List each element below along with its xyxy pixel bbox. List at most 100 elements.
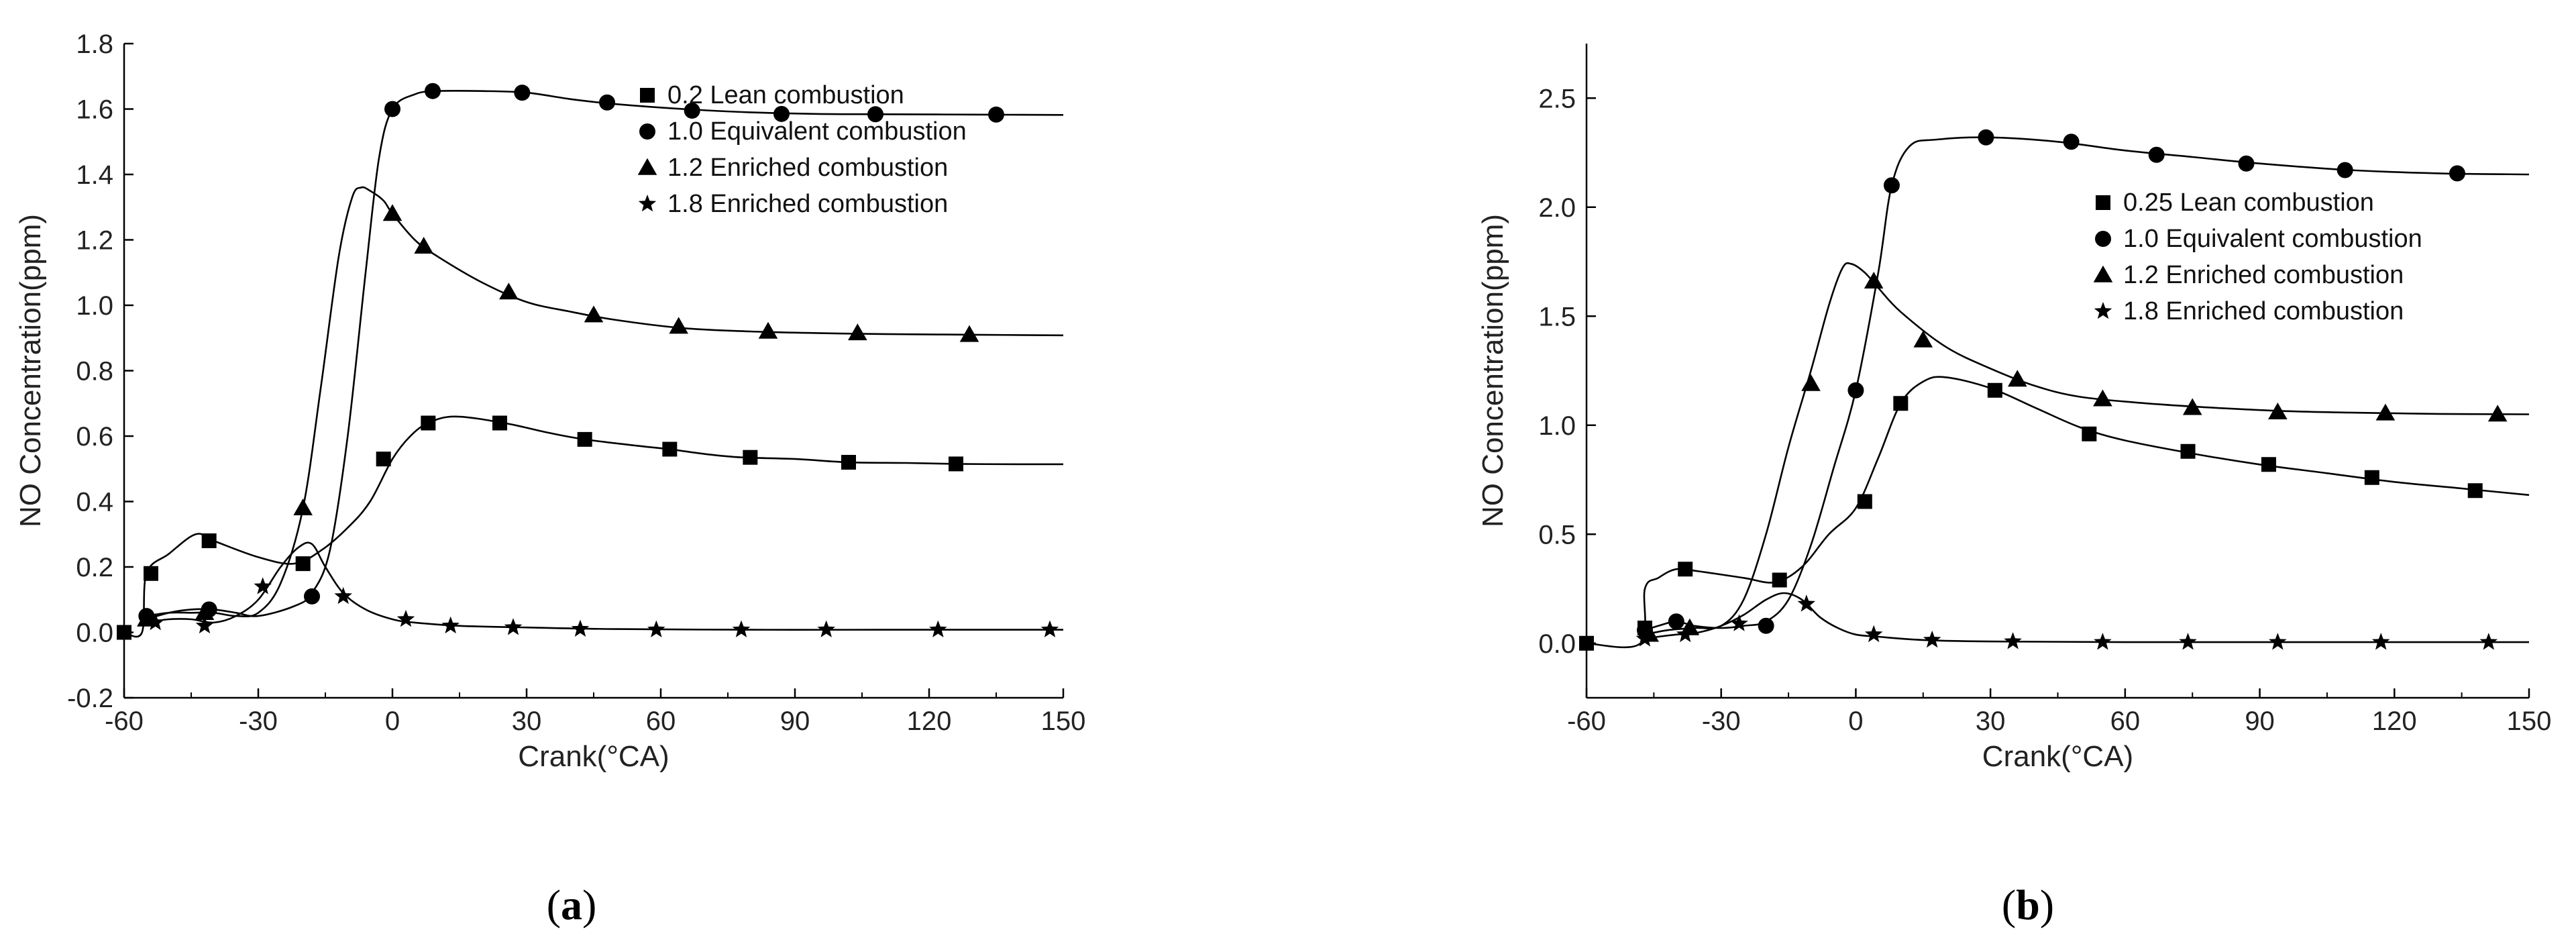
data-point-circle [1668, 613, 1684, 630]
legend-marker-square [2096, 195, 2110, 210]
data-point-square [2261, 457, 2276, 472]
y-axis-title: NO Concentration(ppm) [1477, 214, 1509, 527]
data-point-triangle [499, 282, 519, 300]
data-point-circle [514, 85, 531, 101]
data-point-star [2094, 633, 2112, 650]
legend-entry: 1.8 Enriched combustion [667, 190, 948, 218]
data-point-circle [773, 105, 790, 122]
panel-caption: (b) [2002, 881, 2054, 929]
y-tick-label: 0.2 [76, 553, 113, 582]
series-line [1586, 376, 2530, 649]
data-point-square [1678, 562, 1693, 577]
series-line [146, 186, 1064, 618]
data-point-triangle [584, 305, 604, 323]
legend-marker-square [640, 88, 655, 103]
y-tick-label: 0.0 [76, 619, 113, 648]
data-point-square [1987, 382, 2002, 398]
data-point-circle [1758, 617, 1774, 634]
x-tick-label: 60 [2110, 706, 2141, 736]
data-point-star [2179, 633, 2197, 650]
series-line [123, 415, 1064, 638]
legend-marker-circle [639, 123, 655, 140]
data-point-star [334, 586, 352, 605]
data-point-triangle [2375, 403, 2396, 421]
data-point-square [743, 450, 758, 465]
data-point-triangle [2182, 398, 2202, 415]
y-tick-label: 0.6 [76, 422, 113, 452]
data-point-triangle [2007, 370, 2027, 387]
data-point-circle [384, 101, 400, 117]
x-axis-title: Crank(°CA) [1982, 740, 2133, 773]
legend-marker-triangle [637, 158, 657, 175]
data-point-star [2269, 633, 2287, 650]
x-tick-label: 30 [512, 706, 542, 736]
data-point-star [2479, 633, 2498, 650]
data-point-triangle [195, 603, 215, 620]
data-point-triangle [2093, 389, 2112, 407]
data-point-square [295, 556, 311, 572]
data-point-square [1579, 635, 1594, 651]
data-point-square [2467, 483, 2483, 499]
y-tick-label: 1.2 [76, 226, 113, 256]
data-point-circle [2148, 146, 2165, 163]
data-point-circle [867, 106, 883, 123]
legend-marker-triangle [2093, 265, 2113, 282]
y-tick-label: 1.6 [76, 95, 113, 125]
x-tick-label: 90 [780, 706, 810, 736]
data-point-star [1676, 625, 1695, 643]
y-tick-label: 0.5 [1538, 520, 1576, 550]
data-point-triangle [2268, 402, 2288, 419]
x-tick-label: -30 [239, 706, 278, 736]
data-point-triangle [669, 317, 688, 334]
legend-entry: 0.25 Lean combustion [2123, 189, 2374, 217]
data-point-triangle [959, 325, 979, 342]
data-point-triangle [293, 498, 313, 515]
legend-entry: 1.8 Enriched combustion [2123, 297, 2404, 325]
data-point-star [2371, 633, 2390, 650]
series-line [1644, 592, 2529, 643]
y-tick-label: 1.0 [76, 291, 113, 321]
y-tick-label: 1.5 [1538, 302, 1576, 331]
series-line [146, 541, 1063, 631]
data-point-star [146, 613, 164, 631]
data-point-triangle [414, 236, 433, 254]
data-point-triangle [382, 204, 402, 221]
data-point-square [949, 456, 963, 472]
data-point-square [1857, 494, 1872, 509]
data-point-circle [1978, 129, 1994, 146]
x-tick-label: 0 [385, 706, 400, 736]
data-point-square [117, 625, 131, 640]
y-tick-label: 2.0 [1538, 193, 1576, 223]
data-point-square [2364, 470, 2379, 485]
data-point-triangle [2487, 405, 2508, 422]
data-point-circle [2238, 155, 2255, 172]
data-point-star [1797, 594, 1816, 612]
data-point-circle [304, 588, 320, 605]
y-tick-label: 1.8 [76, 30, 113, 59]
data-point-square [2082, 426, 2097, 441]
data-point-circle [2449, 165, 2465, 182]
series-triangle [137, 186, 1064, 627]
data-point-square [492, 415, 507, 431]
x-tick-label: -60 [1567, 706, 1606, 736]
y-tick-label: 0.0 [1538, 629, 1576, 659]
legend-entry: 1.0 Equivalent combustion [2123, 225, 2422, 253]
series-circle [1636, 129, 2530, 639]
data-point-square [1893, 396, 1909, 411]
data-point-square [1772, 572, 1787, 588]
data-point-circle [1883, 177, 1900, 194]
x-tick-label: 150 [2507, 706, 2552, 736]
data-point-star [396, 610, 415, 627]
data-point-circle [425, 83, 441, 99]
data-point-star [1864, 625, 1883, 643]
data-point-star [817, 620, 835, 637]
data-point-circle [2337, 162, 2353, 178]
data-point-square [2180, 443, 2196, 459]
data-point-square [577, 431, 592, 447]
legend-entry: 0.2 Lean combustion [667, 81, 904, 109]
data-point-star [441, 616, 460, 634]
data-point-triangle [1864, 271, 1884, 289]
series-square [117, 415, 1064, 640]
data-point-square [662, 441, 678, 457]
x-tick-label: 90 [2245, 706, 2275, 736]
